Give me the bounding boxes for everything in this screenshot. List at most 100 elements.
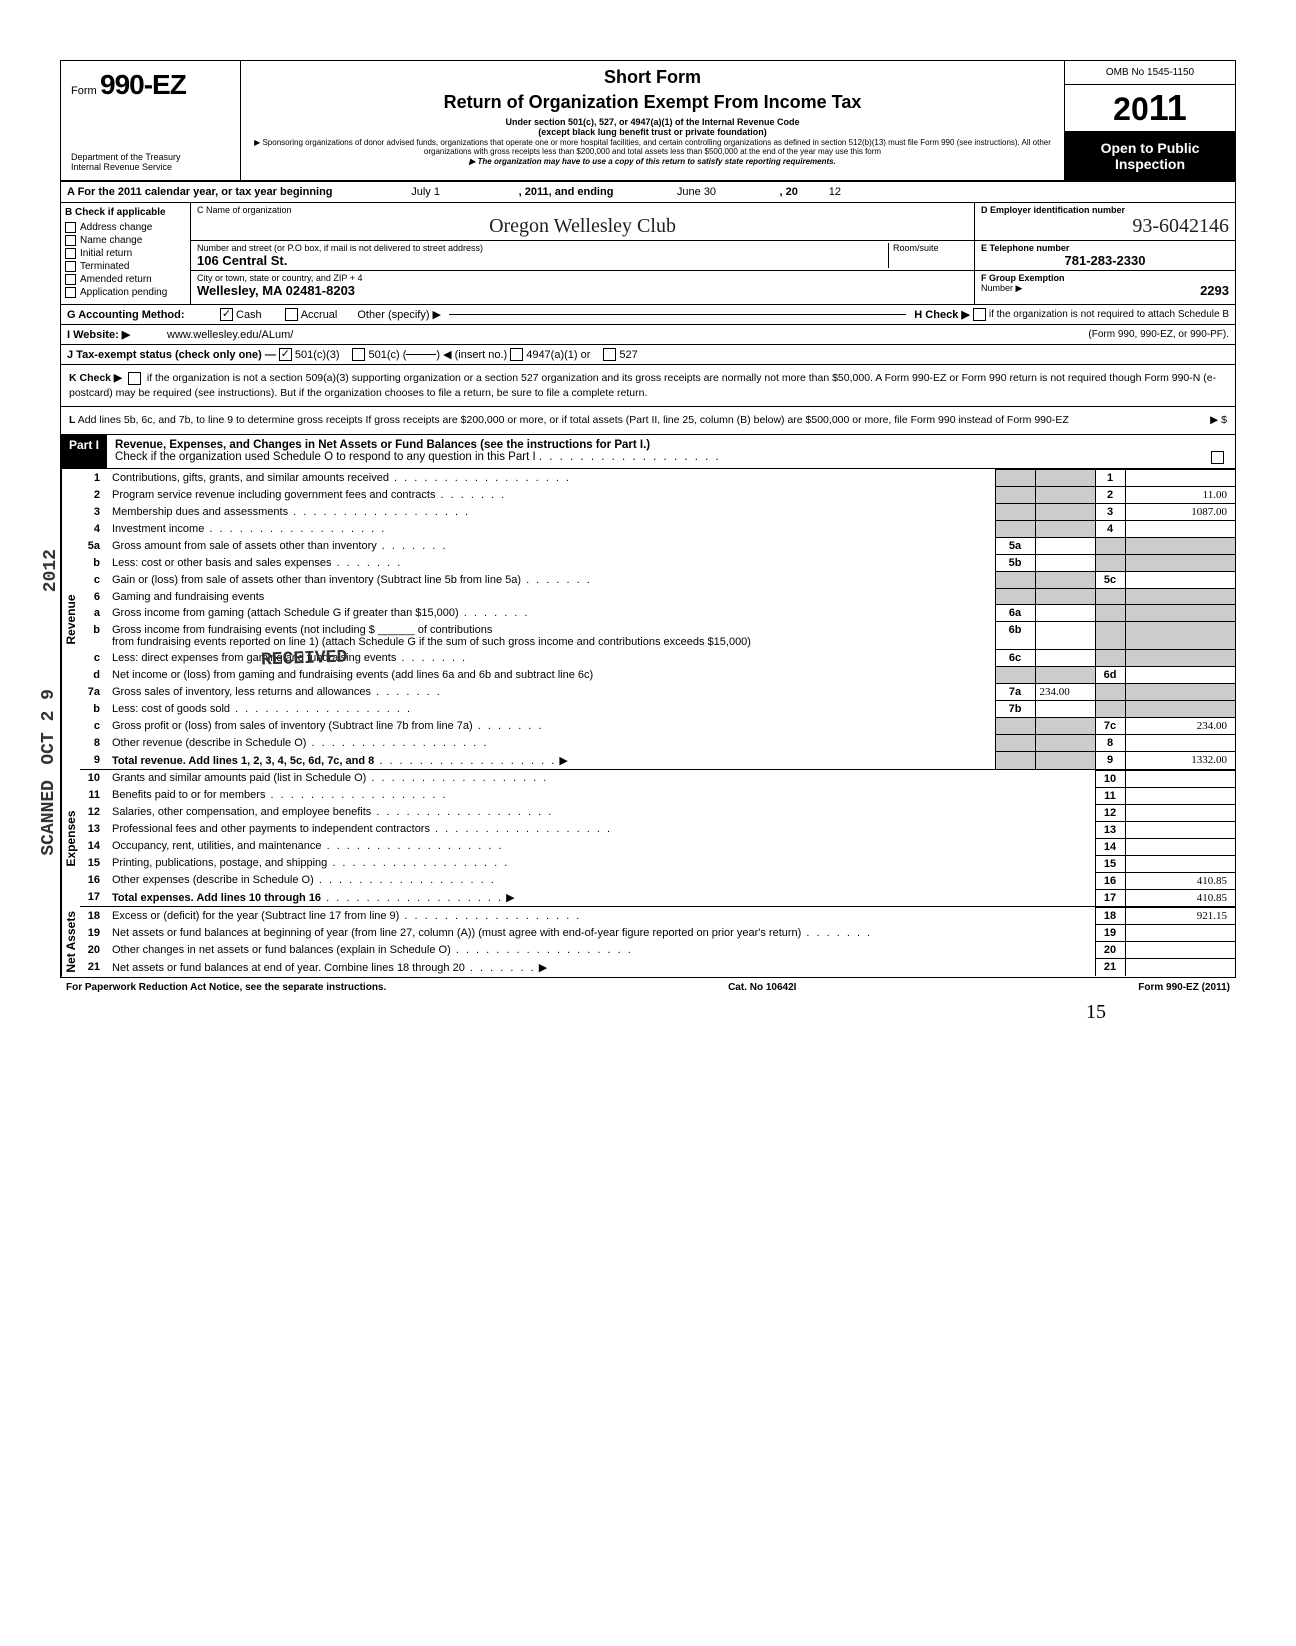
chk-amended[interactable]: Amended return [65,274,186,285]
chk-501c[interactable] [352,348,365,361]
street-label: Number and street (or P.O box, if mail i… [197,243,888,253]
dept-irs: Internal Revenue Service [71,162,230,172]
subtext-4: The organization may have to use a copy … [251,157,1054,166]
section-a-suffix: , 20 [780,186,798,198]
4947-label: 4947(a)(1) or [526,349,590,361]
j-label: J Tax-exempt status (check only one) — [67,349,276,361]
chk-initial-return[interactable]: Initial return [65,248,186,259]
form-header: Form 990-EZ Department of the Treasury I… [61,61,1235,182]
stamp-date: OCT 2 9 [39,689,59,765]
netassets-table: 18Excess or (deficit) for the year (Subt… [80,907,1235,976]
dept-treasury: Department of the Treasury [71,152,230,162]
chk-address-change[interactable]: Address change [65,222,186,233]
stamp-received: RECEIVED [261,648,348,671]
stamp-scanned: SCANNED [39,780,59,856]
year-suffix: 11 [1149,87,1187,128]
h-text: if the organization is not required to a… [989,309,1229,320]
expenses-section: Expenses 10Grants and similar amounts pa… [61,770,1235,908]
chk-h[interactable] [973,308,986,321]
stamp-year: 2012 [41,549,61,592]
row-k: K Check ▶ if the organization is not a s… [61,365,1235,407]
cash-label: Cash [236,309,262,321]
street-value: 106 Central St. [197,253,888,268]
part1-label: Part I [61,435,107,468]
chk-part1-schedO[interactable] [1211,451,1224,464]
footer-left: For Paperwork Reduction Act Notice, see … [66,982,386,993]
city-row: City or town, state or country, and ZIP … [191,271,974,300]
street-row: Number and street (or P.O box, if mail i… [191,241,974,271]
row-j: J Tax-exempt status (check only one) — 5… [61,345,1235,365]
subtext-3: Sponsoring organizations of donor advise… [251,138,1054,156]
org-name-row: C Name of organization Oregon Wellesley … [191,203,974,241]
part1-header-row: Part I Revenue, Expenses, and Changes in… [61,435,1235,469]
ein-label: D Employer identification number [981,205,1229,215]
chk-terminated[interactable]: Terminated [65,261,186,272]
tax-year-begin: July 1 [336,186,516,198]
revenue-section: Revenue 1Contributions, gifts, grants, a… [61,469,1235,770]
row-i: I Website: ▶ www.wellesley.edu/ALum/ (Fo… [61,325,1235,345]
stray-number: 15 [60,1001,1236,1024]
return-title: Return of Organization Exempt From Incom… [251,92,1054,113]
chk-k[interactable] [128,372,141,385]
form-ref: (Form 990, 990-EZ, or 990-PF). [1088,329,1229,340]
group-label2: Number ▶ [981,283,1022,298]
open-label: Open to Public [1069,140,1231,156]
city-label: City or town, state or country, and ZIP … [197,273,968,283]
chk-accrual[interactable] [285,308,298,321]
org-name-label: C Name of organization [197,205,968,215]
527-label: 527 [619,349,637,361]
chk-501c3[interactable] [279,348,292,361]
phone-value: 781-283-2330 [981,253,1229,268]
row-l: L Add lines 5b, 6c, and 7b, to line 9 to… [61,407,1235,435]
group-exemption-row: F Group Exemption Number ▶ 2293 [975,271,1235,300]
tax-year-yy: 12 [801,186,841,198]
page: Form 990-EZ Department of the Treasury I… [60,60,1236,1024]
ein-row: D Employer identification number 93-6042… [975,203,1235,241]
header-center: Short Form Return of Organization Exempt… [241,61,1065,180]
col-b: B Check if applicable Address change Nam… [61,203,191,304]
form-990ez: Form 990-EZ Department of the Treasury I… [60,60,1236,978]
website-value: www.wellesley.edu/ALum/ [167,329,1088,341]
phone-row: E Telephone number 781-283-2330 [975,241,1235,271]
year-prefix: 20 [1113,91,1149,127]
ein-value: 93-6042146 [981,215,1229,238]
form-number: 990-EZ [100,69,186,100]
chk-cash[interactable] [220,308,233,321]
phone-label: E Telephone number [981,243,1229,253]
room-suite: Room/suite [888,243,968,268]
tax-year-end: June 30 [616,186,776,198]
footer-mid: Cat. No 10642I [728,982,796,993]
chk-527[interactable] [603,348,616,361]
tax-year: 2011 [1065,85,1235,132]
section-a-prefix: A For the 2011 calendar year, or tax yea… [67,186,333,198]
501c3-label: 501(c)(3) [295,349,340,361]
g-label: G Accounting Method: [67,309,217,321]
chk-4947[interactable] [510,348,523,361]
k-text: if the organization is not a section 509… [69,372,1216,399]
short-form-title: Short Form [251,67,1054,88]
footer-right: Form 990-EZ (2011) [1138,982,1230,993]
part1-title: Revenue, Expenses, and Changes in Net As… [107,435,1235,468]
insert-no: ) ◀ (insert no.) [436,348,507,361]
group-value: 2293 [1200,283,1229,298]
subtitle-1: Under section 501(c), 527, or 4947(a)(1)… [251,117,1054,127]
k-label: K Check ▶ [69,372,122,384]
col-c: C Name of organization Oregon Wellesley … [191,203,975,304]
l-text: Add lines 5b, 6c, and 7b, to line 9 to d… [78,414,1069,426]
chk-name-change[interactable]: Name change [65,235,186,246]
row-g: G Accounting Method: Cash Accrual Other … [61,305,1235,325]
header-right: OMB No 1545-1150 2011 Open to Public Ins… [1065,61,1235,180]
col-b-header: B Check if applicable [65,207,186,218]
section-a-mid: , 2011, and ending [519,186,614,198]
other-label: Other (specify) ▶ [357,308,441,321]
chk-pending[interactable]: Application pending [65,287,186,298]
subtitle-2: (except black lung benefit trust or priv… [251,127,1054,137]
col-de: D Employer identification number 93-6042… [975,203,1235,304]
netassets-section: Net Assets 18Excess or (deficit) for the… [61,907,1235,977]
side-revenue: Revenue [61,469,80,770]
h-label: H Check ▶ [914,308,970,321]
form-footer: For Paperwork Reduction Act Notice, see … [60,978,1236,997]
part1-check: Check if the organization used Schedule … [115,451,536,463]
section-a: A For the 2011 calendar year, or tax yea… [61,182,1235,203]
i-label: I Website: ▶ [67,328,167,341]
